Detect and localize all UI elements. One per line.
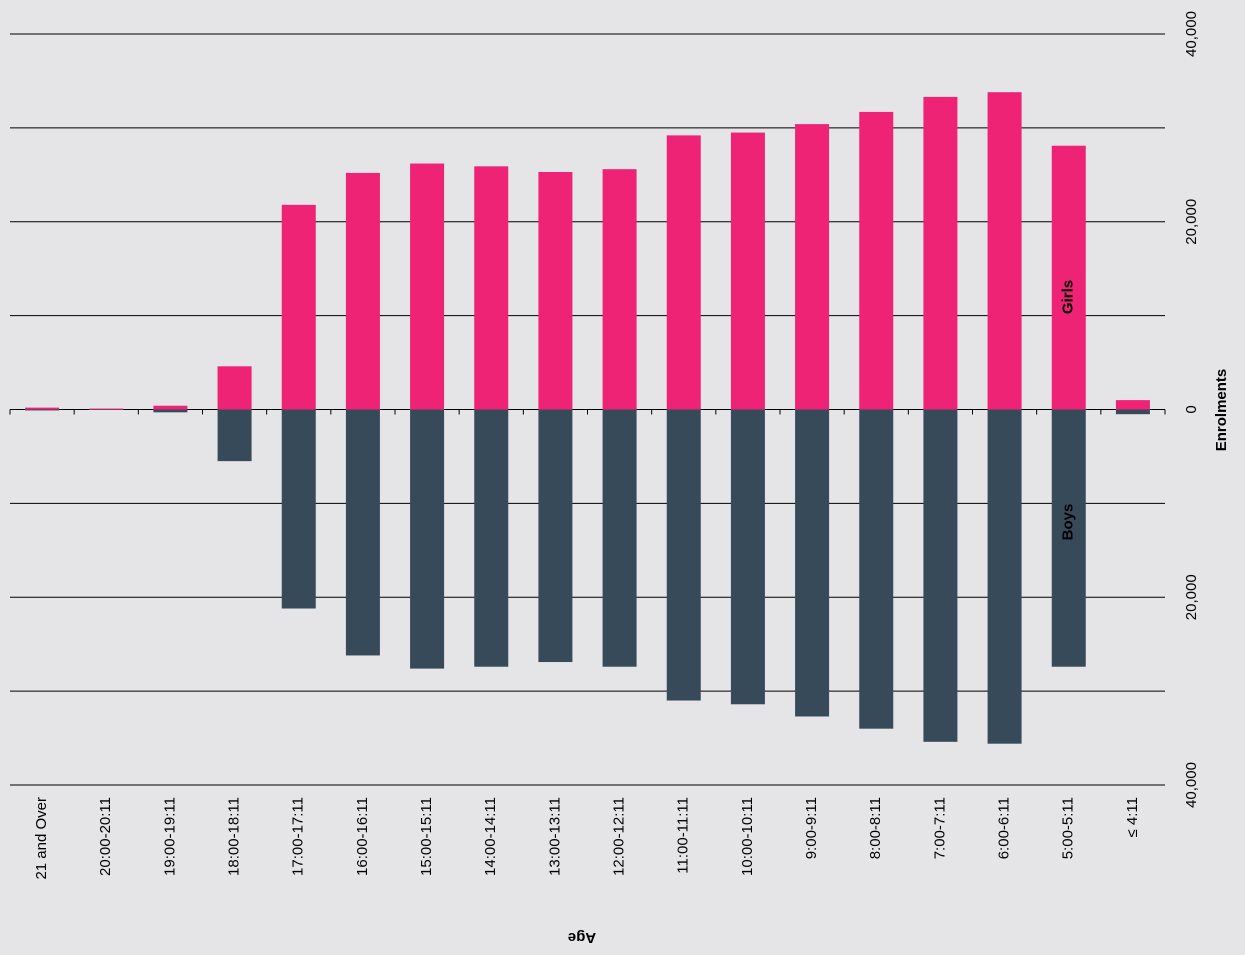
y-tick-label: 20,000	[1183, 199, 1200, 245]
bar	[795, 409, 830, 717]
bar	[474, 409, 509, 667]
y-tick-label: 20,000	[1183, 574, 1200, 620]
bar	[217, 409, 252, 462]
bar	[1051, 409, 1086, 667]
bar	[474, 166, 509, 410]
x-tick-label: 14:00-14:11	[482, 797, 499, 876]
bar	[859, 111, 894, 410]
x-tick-label: 18:00-18:11	[226, 797, 243, 876]
series-label: Girls	[1060, 280, 1077, 314]
bar	[281, 409, 316, 609]
x-tick-label: 6:00-6:11	[996, 797, 1013, 859]
bar	[345, 172, 380, 410]
bar	[923, 409, 958, 742]
x-tick-label: 9:00-9:11	[803, 797, 820, 859]
bar	[538, 171, 573, 410]
x-tick-label: 16:00-16:11	[354, 797, 371, 876]
bar	[602, 169, 637, 410]
x-tick-label: 12:00-12:11	[611, 797, 628, 876]
x-tick-label: 13:00-13:11	[546, 797, 563, 876]
x-tick-label: 8:00-8:11	[867, 797, 884, 859]
bar	[666, 135, 701, 410]
bar	[1115, 400, 1150, 410]
y-axis-label: Enrolments	[1213, 369, 1230, 452]
bar	[281, 204, 316, 410]
bar	[987, 409, 1022, 744]
bar	[89, 408, 124, 410]
bar	[730, 132, 765, 410]
y-tick-label: 0	[1183, 405, 1200, 413]
x-tick-label: 17:00-17:11	[290, 797, 307, 876]
x-tick-label: 15:00-15:11	[418, 797, 435, 876]
x-tick-label: 5:00-5:11	[1060, 797, 1077, 859]
x-tick-label: 19:00-19:11	[161, 797, 178, 876]
bar	[730, 409, 765, 705]
x-tick-label: 10:00-10:11	[739, 797, 756, 876]
bar	[1115, 409, 1150, 415]
bar	[410, 163, 445, 410]
x-tick-label: 11:00-11:11	[675, 797, 692, 874]
bar	[923, 96, 958, 410]
bar	[153, 409, 188, 413]
bar	[987, 92, 1022, 410]
bar	[666, 409, 701, 701]
x-tick-label: ≤ 4:11	[1124, 797, 1141, 837]
bar	[217, 366, 252, 410]
series-label: Boys	[1060, 504, 1077, 541]
bar	[859, 409, 894, 729]
bar	[1051, 145, 1086, 410]
bar	[538, 409, 573, 663]
bar	[153, 405, 188, 410]
x-tick-label: 20:00-20:11	[97, 797, 114, 876]
x-axis-label: Age	[568, 929, 596, 946]
bar	[25, 407, 60, 410]
y-tick-label: 40,000	[1183, 11, 1200, 57]
bar	[25, 409, 60, 411]
bar	[345, 409, 380, 656]
x-tick-label: 21 and Over	[33, 797, 50, 880]
bar	[795, 124, 830, 410]
bar	[410, 409, 445, 669]
x-tick-label: 7:00-7:11	[931, 797, 948, 859]
bar	[602, 409, 637, 667]
y-tick-label: 40,000	[1183, 762, 1200, 808]
